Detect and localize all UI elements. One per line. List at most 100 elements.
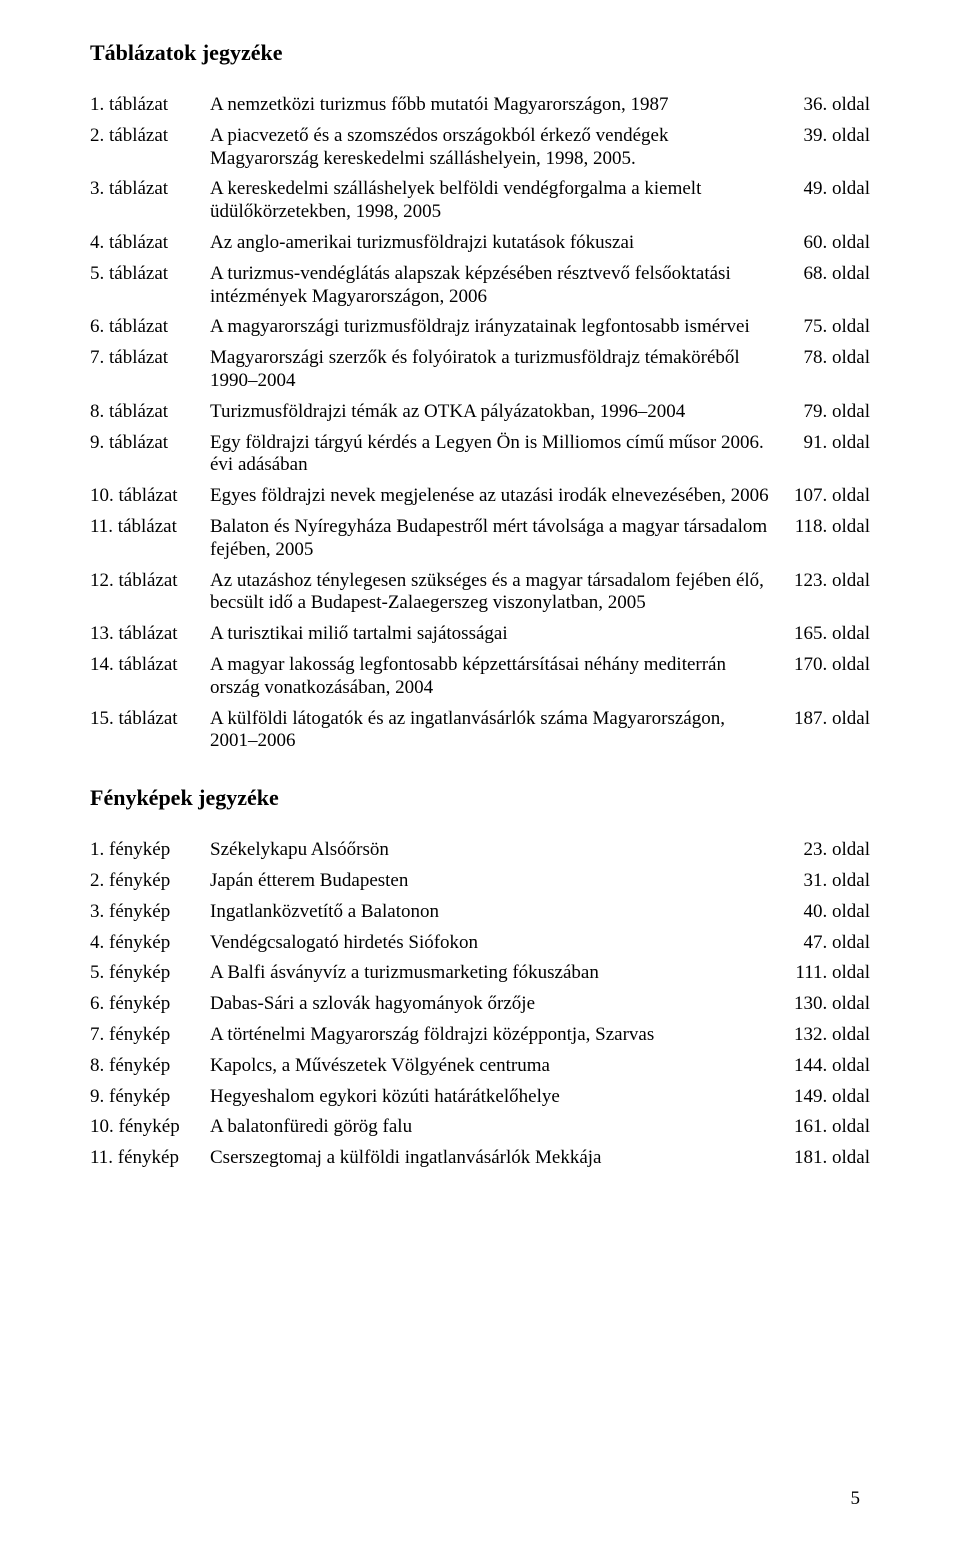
table-entry-description: Az utazáshoz ténylegesen szükséges és a … — [210, 566, 770, 620]
table-entry-description: A turizmus-vendéglátás alapszak képzéséb… — [210, 259, 770, 313]
table-entry-page: 107. oldal — [770, 481, 870, 512]
photo-entry-description: Japán étterem Budapesten — [210, 866, 770, 897]
photo-entry-page: 47. oldal — [770, 928, 870, 959]
table-entry-label: 12. táblázat — [90, 566, 210, 620]
table-entry-description: A külföldi látogatók és az ingatlanvásár… — [210, 704, 770, 758]
table-entry-description: A magyarországi turizmusföldrajz irányza… — [210, 312, 770, 343]
table-entry-page: 79. oldal — [770, 397, 870, 428]
photo-entry-page: 111. oldal — [770, 958, 870, 989]
photo-entry-row: 4. fényképVendégcsalogató hirdetés Siófo… — [90, 928, 870, 959]
photo-entry-description: Dabas-Sári a szlovák hagyományok őrzője — [210, 989, 770, 1020]
table-entry-label: 1. táblázat — [90, 90, 210, 121]
table-entry-page: 60. oldal — [770, 228, 870, 259]
table-entry-row: 10. táblázatEgyes földrajzi nevek megjel… — [90, 481, 870, 512]
table-entry-label: 8. táblázat — [90, 397, 210, 428]
table-entry-label: 4. táblázat — [90, 228, 210, 259]
table-entry-label: 5. táblázat — [90, 259, 210, 313]
photo-entry-description: Cserszegtomaj a külföldi ingatlanvásárló… — [210, 1143, 770, 1174]
photo-entry-label: 8. fénykép — [90, 1051, 210, 1082]
photo-entry-description: A balatonfüredi görög falu — [210, 1112, 770, 1143]
table-entry-row: 13. táblázatA turisztikai miliő tartalmi… — [90, 619, 870, 650]
table-entry-label: 3. táblázat — [90, 174, 210, 228]
photo-entry-label: 7. fénykép — [90, 1020, 210, 1051]
table-entry-label: 13. táblázat — [90, 619, 210, 650]
table-entry-row: 7. táblázatMagyarországi szerzők és foly… — [90, 343, 870, 397]
table-entry-row: 6. táblázatA magyarországi turizmusföldr… — [90, 312, 870, 343]
photo-entry-page: 130. oldal — [770, 989, 870, 1020]
photo-entry-row: 1. fényképSzékelykapu Alsóőrsön23. oldal — [90, 835, 870, 866]
table-entry-description: Egy földrajzi tárgyú kérdés a Legyen Ön … — [210, 428, 770, 482]
table-entry-label: 14. táblázat — [90, 650, 210, 704]
photo-entry-row: 5. fényképA Balfi ásványvíz a turizmusma… — [90, 958, 870, 989]
table-entry-row: 1. táblázatA nemzetközi turizmus főbb mu… — [90, 90, 870, 121]
photos-list: 1. fényképSzékelykapu Alsóőrsön23. oldal… — [90, 835, 870, 1174]
table-entry-page: 123. oldal — [770, 566, 870, 620]
photo-entry-label: 6. fénykép — [90, 989, 210, 1020]
table-entry-label: 11. táblázat — [90, 512, 210, 566]
table-entry-description: Egyes földrajzi nevek megjelenése az uta… — [210, 481, 770, 512]
photo-entry-row: 2. fényképJapán étterem Budapesten31. ol… — [90, 866, 870, 897]
table-entry-label: 2. táblázat — [90, 121, 210, 175]
table-entry-label: 15. táblázat — [90, 704, 210, 758]
table-entry-page: 39. oldal — [770, 121, 870, 175]
table-entry-description: A magyar lakosság legfontosabb képzettár… — [210, 650, 770, 704]
photo-entry-label: 5. fénykép — [90, 958, 210, 989]
photo-entry-label: 9. fénykép — [90, 1082, 210, 1113]
table-entry-description: A kereskedelmi szálláshelyek belföldi ve… — [210, 174, 770, 228]
photo-entry-description: Vendégcsalogató hirdetés Siófokon — [210, 928, 770, 959]
table-entry-page: 165. oldal — [770, 619, 870, 650]
photo-entry-page: 144. oldal — [770, 1051, 870, 1082]
photos-list-heading: Fényképek jegyzéke — [90, 785, 870, 811]
table-entry-label: 10. táblázat — [90, 481, 210, 512]
photo-entry-label: 11. fénykép — [90, 1143, 210, 1174]
table-entry-row: 3. táblázatA kereskedelmi szálláshelyek … — [90, 174, 870, 228]
tables-list: 1. táblázatA nemzetközi turizmus főbb mu… — [90, 90, 870, 757]
photo-entry-page: 181. oldal — [770, 1143, 870, 1174]
photo-entry-page: 161. oldal — [770, 1112, 870, 1143]
photo-entry-row: 3. fényképIngatlanközvetítő a Balatonon4… — [90, 897, 870, 928]
photo-entry-row: 9. fényképHegyeshalom egykori közúti hat… — [90, 1082, 870, 1113]
table-entry-page: 91. oldal — [770, 428, 870, 482]
photo-entry-row: 10. fényképA balatonfüredi görög falu161… — [90, 1112, 870, 1143]
photo-entry-page: 40. oldal — [770, 897, 870, 928]
table-entry-row: 2. táblázatA piacvezető és a szomszédos … — [90, 121, 870, 175]
photo-entry-label: 1. fénykép — [90, 835, 210, 866]
table-entry-row: 8. táblázatTurizmusföldrajzi témák az OT… — [90, 397, 870, 428]
photo-entry-row: 8. fényképKapolcs, a Művészetek Völgyéne… — [90, 1051, 870, 1082]
photo-entry-page: 149. oldal — [770, 1082, 870, 1113]
table-entry-label: 9. táblázat — [90, 428, 210, 482]
page-number: 5 — [851, 1488, 861, 1510]
photo-entry-description: Kapolcs, a Művészetek Völgyének centruma — [210, 1051, 770, 1082]
table-entry-description: A turisztikai miliő tartalmi sajátossága… — [210, 619, 770, 650]
table-entry-page: 75. oldal — [770, 312, 870, 343]
table-entry-row: 15. táblázatA külföldi látogatók és az i… — [90, 704, 870, 758]
table-entry-row: 5. táblázatA turizmus-vendéglátás alapsz… — [90, 259, 870, 313]
photo-entry-row: 11. fényképCserszegtomaj a külföldi inga… — [90, 1143, 870, 1174]
photo-entry-label: 2. fénykép — [90, 866, 210, 897]
table-entry-description: Az anglo-amerikai turizmusföldrajzi kuta… — [210, 228, 770, 259]
table-entry-row: 14. táblázatA magyar lakosság legfontosa… — [90, 650, 870, 704]
table-entry-row: 11. táblázatBalaton és Nyíregyháza Budap… — [90, 512, 870, 566]
table-entry-page: 49. oldal — [770, 174, 870, 228]
tables-list-heading: Táblázatok jegyzéke — [90, 40, 870, 66]
table-entry-page: 78. oldal — [770, 343, 870, 397]
table-entry-row: 4. táblázatAz anglo-amerikai turizmusföl… — [90, 228, 870, 259]
photo-entry-description: Székelykapu Alsóőrsön — [210, 835, 770, 866]
photo-entry-page: 31. oldal — [770, 866, 870, 897]
photo-entry-label: 3. fénykép — [90, 897, 210, 928]
table-entry-row: 9. táblázatEgy földrajzi tárgyú kérdés a… — [90, 428, 870, 482]
table-entry-page: 36. oldal — [770, 90, 870, 121]
table-entry-page: 187. oldal — [770, 704, 870, 758]
table-entry-description: A piacvezető és a szomszédos országokból… — [210, 121, 770, 175]
table-entry-description: Magyarországi szerzők és folyóiratok a t… — [210, 343, 770, 397]
table-entry-page: 170. oldal — [770, 650, 870, 704]
photo-entry-page: 132. oldal — [770, 1020, 870, 1051]
table-entry-label: 6. táblázat — [90, 312, 210, 343]
photo-entry-row: 7. fényképA történelmi Magyarország föld… — [90, 1020, 870, 1051]
photo-entry-label: 10. fénykép — [90, 1112, 210, 1143]
photo-entry-description: A történelmi Magyarország földrajzi közé… — [210, 1020, 770, 1051]
photo-entry-description: Ingatlanközvetítő a Balatonon — [210, 897, 770, 928]
photo-entry-row: 6. fényképDabas-Sári a szlovák hagyomány… — [90, 989, 870, 1020]
photo-entry-label: 4. fénykép — [90, 928, 210, 959]
table-entry-description: Turizmusföldrajzi témák az OTKA pályázat… — [210, 397, 770, 428]
